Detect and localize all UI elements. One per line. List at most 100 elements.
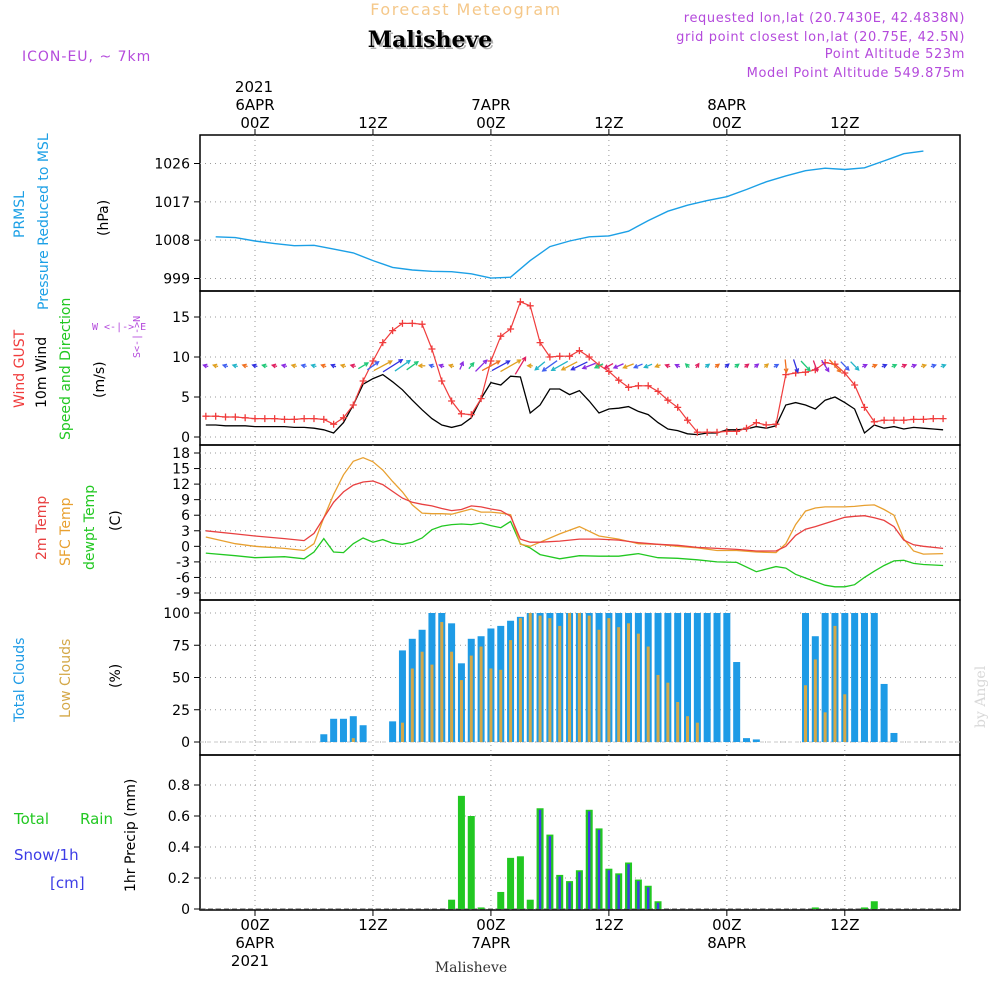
y-tick-label: 0.6: [168, 809, 190, 825]
y-tick-label: 0: [181, 430, 190, 446]
low-cloud-bar: [558, 625, 562, 742]
wind-arrow-head: [714, 363, 721, 369]
gust-marker: [585, 353, 593, 361]
y-tick-label: 0.4: [168, 840, 190, 856]
wind-arrow-head: [931, 363, 937, 369]
wind-arrow-head: [705, 363, 711, 369]
wind-arrow-head: [526, 363, 532, 369]
precip-axis-label: 1hr Precip (mm): [123, 779, 139, 892]
bottom-axis-label: 12Z: [594, 916, 623, 934]
wind-arrow: [828, 359, 842, 373]
snow-bar: [617, 874, 620, 909]
pressure-labels: PRMSL Pressure Reduced to MSL (hPa): [12, 133, 112, 310]
wind-arrow: [500, 359, 521, 373]
gust-marker: [271, 415, 279, 423]
low-cloud-bar: [568, 613, 572, 742]
wind-arrow: [571, 361, 588, 371]
wind-arrow-head: [603, 364, 609, 369]
bottom-axis-date: 8APR: [707, 934, 746, 952]
prmsl-line: [215, 150, 924, 279]
gust-marker: [438, 377, 446, 385]
rain-bar: [477, 907, 485, 909]
wind-arrow: [561, 361, 578, 371]
wind-arrow-head: [320, 363, 326, 369]
gust-marker: [693, 428, 701, 436]
wind-arrow: [475, 359, 488, 372]
wind-arrow-head: [270, 363, 277, 369]
wind-arrow-head: [349, 363, 355, 369]
total-cloud-bar: [389, 721, 397, 742]
wind-arrow-head: [674, 363, 680, 369]
gust-marker: [615, 376, 623, 384]
low-cloud-bar: [509, 640, 513, 742]
dewpt-label: dewpt Temp: [82, 485, 98, 570]
bottom-year: 2021: [231, 952, 269, 970]
gust-marker: [890, 416, 898, 424]
y-tick-label: 0: [181, 735, 190, 751]
wind-arrow-head: [836, 367, 842, 373]
snow-bar: [538, 809, 542, 909]
top-axis-label: 00Z: [476, 114, 505, 132]
gust-marker: [919, 415, 927, 423]
low-cloud-bar: [528, 613, 532, 742]
y-tick-label: 0: [181, 539, 190, 555]
wind-labels: Wind GUST 10m Wind Speed and Direction (…: [12, 298, 146, 440]
wind-arrow-head: [612, 364, 618, 369]
gust-marker: [801, 368, 809, 376]
total-cloud-bar: [693, 613, 701, 742]
gust-marker: [762, 421, 770, 429]
location-title-shadow: Malisheve: [370, 29, 494, 55]
gust-marker: [290, 415, 298, 423]
wind-arrow-head: [754, 363, 760, 369]
requested-coords: requested lon,lat (20.7430E, 42.4838N): [684, 11, 965, 26]
gust-marker: [477, 395, 485, 403]
snow-bar: [548, 836, 552, 909]
gust-marker: [418, 320, 426, 328]
wind-arrow-head: [581, 364, 587, 370]
gust-marker: [398, 319, 406, 327]
low-cloud-bar: [843, 694, 847, 742]
wind-arrow-head: [763, 363, 770, 369]
gust-marker: [723, 427, 731, 435]
wind-arrow-head: [495, 360, 501, 365]
wind-arrow-head: [221, 363, 228, 369]
wind-arrow-head: [872, 363, 878, 369]
gust-marker: [457, 410, 465, 418]
precip-bars: [200, 795, 960, 910]
y-tick-label: 18: [172, 446, 190, 462]
wind-arrow-head: [724, 363, 730, 369]
wind-arrow: [542, 360, 558, 372]
wind-arrow-head: [902, 363, 908, 369]
bottom-axis-label: 00Z: [476, 916, 505, 934]
wind-arrow-head: [516, 359, 522, 364]
gust-marker: [880, 416, 888, 424]
wind-arrow: [623, 363, 634, 369]
wind-arrow: [784, 359, 788, 373]
gust-marker: [870, 418, 878, 426]
wind-arrow: [792, 359, 799, 373]
gust-marker: [526, 302, 534, 310]
gust-marker: [566, 352, 574, 360]
y-tick-label: 0.2: [168, 871, 190, 887]
total-cloud-bar: [703, 613, 711, 742]
total-cloud-bar: [320, 734, 328, 742]
bottom-axis-label: 00Z: [240, 916, 269, 934]
wind-unit: (m/s): [92, 361, 108, 398]
gust-marker: [487, 357, 495, 365]
y-tick-label: 1017: [154, 195, 190, 211]
low-cloud-bar: [548, 618, 552, 742]
snow-unit: [cm]: [50, 874, 85, 892]
low-cloud-bar: [400, 722, 404, 742]
snow-bar: [637, 881, 640, 909]
snow-bar: [647, 887, 650, 909]
y-tick-label: 5: [181, 390, 190, 406]
panel-frames: [199, 134, 961, 911]
gust-marker: [556, 352, 564, 360]
rain-bar: [467, 816, 475, 909]
gust-marker: [575, 347, 583, 355]
gust-marker: [674, 403, 682, 411]
low-cloud-bar: [459, 680, 463, 742]
wind-arrow-head: [664, 363, 670, 369]
cloud-unit: (%): [108, 664, 124, 688]
